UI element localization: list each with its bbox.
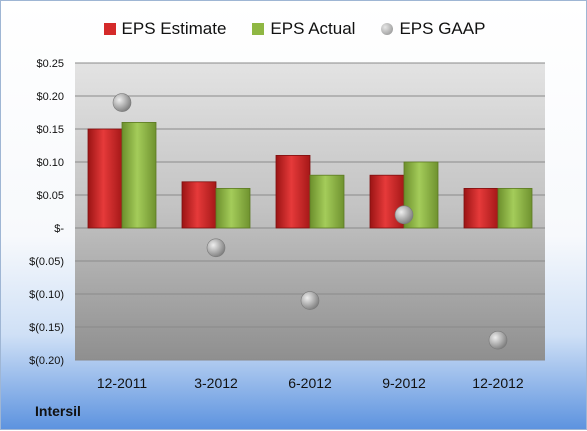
y-tick-label: $0.25 (36, 58, 64, 70)
y-tick-label: $(0.15) (29, 322, 64, 334)
legend-label-gaap: EPS GAAP (399, 19, 486, 38)
point-eps-gaap (300, 291, 320, 310)
y-tick-label: $0.20 (36, 91, 64, 103)
y-tick-label: $0.05 (36, 190, 64, 202)
bar-eps-actual (121, 122, 157, 229)
bar-eps-actual (215, 187, 251, 229)
x-tick-label: 12-2011 (97, 375, 148, 391)
point-eps-gaap (206, 238, 226, 258)
point-eps-gaap (394, 205, 414, 225)
legend: EPS Estimate EPS Actual EPS GAAP (1, 19, 587, 39)
legend-label-estimate: EPS Estimate (121, 19, 227, 38)
x-tick-label: 3-2012 (194, 375, 238, 391)
legend-swatch-gaap (381, 23, 394, 35)
bar-eps-estimate (181, 181, 217, 229)
bar-eps-actual (497, 187, 533, 229)
legend-item-gaap: EPS GAAP (381, 19, 485, 39)
legend-label-actual: EPS Actual (270, 19, 356, 38)
y-tick-label: $0.15 (36, 124, 64, 136)
bar-eps-estimate (275, 154, 311, 229)
y-tick-label: $- (54, 223, 64, 235)
company-name: Intersil (35, 403, 81, 419)
bar-eps-estimate (87, 128, 123, 229)
bar-eps-estimate (463, 187, 499, 229)
gaap-points (112, 93, 508, 350)
point-eps-gaap (112, 93, 132, 112)
legend-swatch-estimate (103, 23, 116, 35)
legend-swatch-actual (252, 23, 265, 35)
y-tick-label: $0.10 (36, 157, 64, 169)
bar-eps-actual (309, 174, 345, 229)
legend-item-estimate: EPS Estimate (103, 19, 227, 39)
legend-item-actual: EPS Actual (252, 19, 355, 39)
x-tick-label: 9-2012 (382, 375, 426, 391)
bars (87, 122, 533, 229)
y-tick-label: $(0.20) (29, 355, 64, 367)
point-eps-gaap (488, 330, 508, 350)
y-tick-label: $(0.05) (29, 256, 64, 268)
y-axis-ticks: $0.25 $0.20 $0.15 $0.10 $0.05 $- $(0.05) $(0.10… (29, 58, 64, 367)
y-tick-label: $(0.10) (29, 289, 64, 301)
x-tick-label: 6-2012 (288, 375, 332, 391)
x-axis-ticks: 12-2011 3-2012 6-2012 9-2012 12-2012 (97, 375, 524, 391)
x-tick-label: 12-2012 (472, 375, 524, 391)
